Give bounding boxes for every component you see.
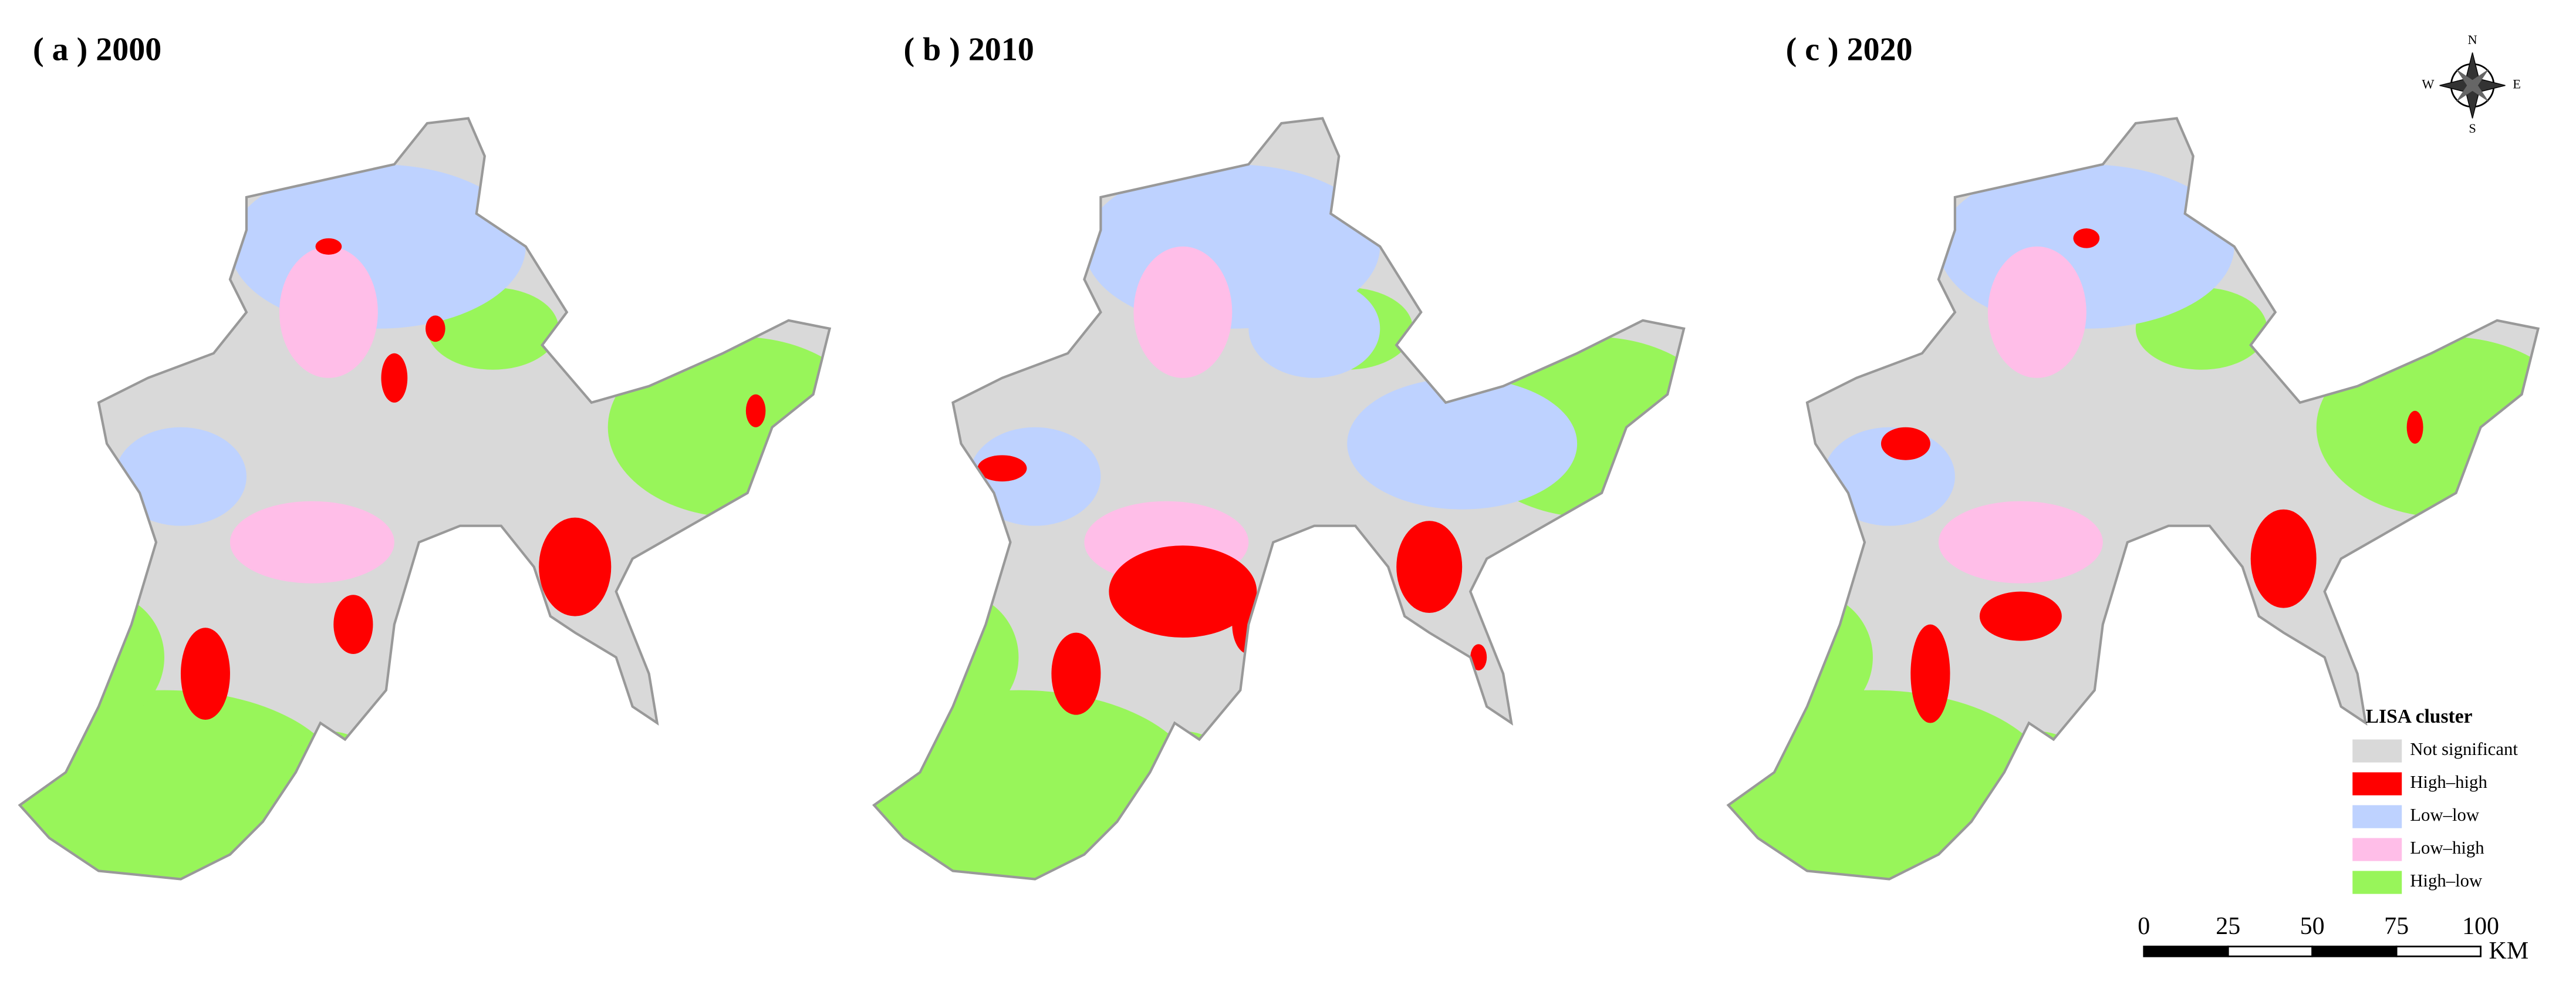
legend-title: LISA cluster [2366,706,2473,727]
legend-label: High–high [2410,772,2487,792]
compass-label: S [2469,121,2476,136]
cluster-area [2406,410,2423,444]
cluster-area [19,690,345,879]
cluster-area [977,455,1027,482]
scale-segment [2143,945,2229,958]
legend-label: Low–high [2410,838,2484,858]
region-outline [872,117,1686,881]
scale-unit: KM [2489,938,2529,965]
legend-swatch [2352,739,2402,763]
legend-swatch [2352,838,2402,861]
panel-title: ( a ) 2000 [33,31,161,68]
cluster-area [2073,228,2100,248]
scale-label: 0 [2138,913,2150,940]
legend-swatch [2352,871,2402,894]
compass-rose [2439,52,2506,119]
map-panel [872,117,1686,881]
cluster-area [1910,624,1950,723]
scale-label: 50 [2300,913,2325,940]
cluster-area [1051,632,1101,715]
cluster-area [426,315,445,342]
scale-segment [2311,945,2398,958]
compass-star-diag [2456,69,2489,102]
cluster-area [381,353,408,403]
cluster-area [874,690,1200,879]
cluster-area [333,595,373,654]
region-outline [18,117,832,881]
cluster-area [1880,427,1930,460]
cluster-area [1728,690,2054,879]
scale-label: 25 [2216,913,2240,940]
scale-segment [2395,945,2482,958]
cluster-area [1248,279,1380,378]
legend-swatch [2352,805,2402,828]
cluster-area [539,517,612,616]
cluster-area [229,164,526,329]
legend-label: Low–low [2410,805,2480,825]
cluster-area [2316,336,2538,518]
cluster-area [1396,521,1463,613]
cluster-area [1987,246,2087,378]
compass-label: W [2422,77,2435,92]
compass-label: N [2467,32,2477,47]
cluster-area [607,336,830,518]
panel-title: ( b ) 2010 [904,31,1034,68]
cluster-area [1470,644,1487,670]
cluster-area [180,628,230,720]
cluster-area [1133,731,1233,814]
map-panel [18,117,832,881]
scale-label: 75 [2384,913,2409,940]
cluster-area [2250,509,2317,608]
cluster-area [115,427,247,526]
cluster-area [1347,377,1578,510]
cluster-area [1979,591,2062,641]
cluster-area [969,427,1101,526]
scale-segment [2227,945,2314,958]
cluster-area [1109,545,1257,638]
cluster-area [1133,246,1233,378]
cluster-area [1987,731,2087,814]
legend-label: High–low [2410,871,2483,891]
legend-swatch [2352,772,2402,795]
region-outline [1726,117,2540,881]
cluster-area [315,238,342,255]
panel-title: ( c ) 2020 [1786,31,1913,68]
scale-label: 100 [2462,913,2499,940]
cluster-area [745,394,766,427]
legend-label: Not significant [2410,739,2518,759]
cluster-area [1938,501,2103,584]
cluster-area [229,501,394,584]
cluster-area [279,246,378,378]
cluster-area [279,731,378,814]
compass-label: E [2513,77,2521,92]
cluster-area [2119,605,2152,645]
